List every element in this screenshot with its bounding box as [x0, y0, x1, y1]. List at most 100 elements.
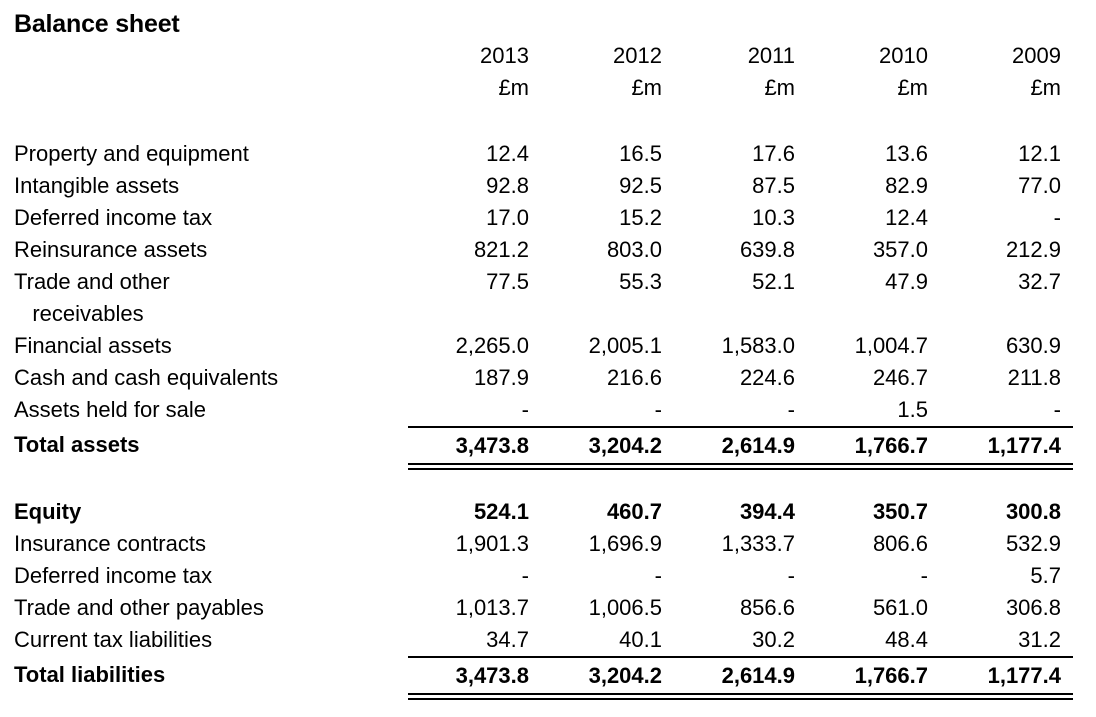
- total-label: Total assets: [14, 432, 140, 457]
- cell-value: 1,901.3: [455, 531, 529, 556]
- row-label: Current tax liabilities: [14, 627, 213, 652]
- cell-value: -: [787, 563, 795, 588]
- cell-value: 821.2: [473, 237, 529, 262]
- cell-value: 77.5: [486, 269, 529, 294]
- cell-value: 1,583.0: [721, 333, 795, 358]
- cell-value: 357.0: [872, 237, 928, 262]
- cell-value: 394.4: [739, 499, 795, 524]
- year-header: 2012: [613, 43, 662, 68]
- cell-value: -: [521, 563, 529, 588]
- cell-value: 17.6: [752, 141, 795, 166]
- cell-value: 212.9: [1005, 237, 1061, 262]
- table-body: Property and equipment 12.4 16.5 17.6 13.6 12…: [14, 104, 1073, 700]
- total-value: 3,473.8: [408, 656, 541, 700]
- row-label: Equity: [14, 499, 82, 524]
- cell-value: 300.8: [1005, 499, 1061, 524]
- cell-value: 34.7: [486, 627, 529, 652]
- cell-value: 92.8: [486, 173, 529, 198]
- row-label: Cash and cash equivalents: [14, 365, 279, 390]
- cell-value: 31.2: [1018, 627, 1061, 652]
- cell-value: 12.1: [1018, 141, 1061, 166]
- cell-value: 561.0: [872, 595, 928, 620]
- cell-value: 532.9: [1005, 531, 1061, 556]
- cell-value: -: [654, 563, 662, 588]
- total-label: Total liabilities: [14, 662, 166, 687]
- cell-value: 1,696.9: [588, 531, 662, 556]
- total-value: 2,614.9: [674, 426, 807, 470]
- cell-value: 2,005.1: [588, 333, 662, 358]
- cell-value: 187.9: [473, 365, 529, 390]
- cell-value: -: [1053, 205, 1061, 230]
- cell-value: 630.9: [1005, 333, 1061, 358]
- total-value: 3,473.8: [408, 426, 541, 470]
- year-header: 2013: [480, 43, 529, 68]
- total-value: 3,204.2: [541, 656, 674, 700]
- unit-header-row: £m £m £m £m £m: [14, 72, 1073, 104]
- cell-value: 77.0: [1018, 173, 1061, 198]
- cell-value: 10.3: [752, 205, 795, 230]
- cell-value: 806.6: [872, 531, 928, 556]
- year-header: 2010: [879, 43, 928, 68]
- unit-header: £m: [764, 75, 795, 100]
- cell-value: 13.6: [885, 141, 928, 166]
- total-value: 2,614.9: [674, 656, 807, 700]
- row-label: Property and equipment: [14, 141, 249, 166]
- cell-value: 2,265.0: [455, 333, 529, 358]
- table-row: Reinsurance assets 821.2 803.0 639.8 357.0 21…: [14, 234, 1073, 266]
- cell-value: 216.6: [606, 365, 662, 390]
- total-value: 1,177.4: [940, 656, 1073, 700]
- spacer-row: [14, 467, 1073, 497]
- cell-value: 92.5: [619, 173, 662, 198]
- cell-value: 224.6: [739, 365, 795, 390]
- row-label: Insurance contracts: [14, 531, 206, 556]
- cell-value: 16.5: [619, 141, 662, 166]
- cell-value: 30.2: [752, 627, 795, 652]
- row-label: Trade and other payables: [14, 595, 264, 620]
- cell-value: -: [787, 397, 795, 422]
- header-spacer-cell: [14, 72, 408, 104]
- cell-value: 55.3: [619, 269, 662, 294]
- cell-value: 12.4: [885, 205, 928, 230]
- cell-value: 40.1: [619, 627, 662, 652]
- cell-value: 524.1: [473, 499, 529, 524]
- table-row: Insurance contracts 1,901.3 1,696.9 1,333.7…: [14, 528, 1073, 560]
- row-label: Trade and other receivables: [14, 269, 170, 326]
- cell-value: 52.1: [752, 269, 795, 294]
- cell-value: 460.7: [606, 499, 662, 524]
- cell-value: 12.4: [486, 141, 529, 166]
- cell-value: 211.8: [1007, 365, 1061, 390]
- unit-header: £m: [631, 75, 662, 100]
- table-row: Deferred income tax - - - - 5.7: [14, 560, 1073, 592]
- year-header: 2009: [1012, 43, 1061, 68]
- cell-value: 1,333.7: [721, 531, 795, 556]
- table-row: Trade and other receivables 77.5 55.3 52.1 4…: [14, 266, 1073, 330]
- cell-value: 82.9: [885, 173, 928, 198]
- table-row: Cash and cash equivalents 187.9 216.6 224.6…: [14, 362, 1073, 394]
- cell-value: 1,004.7: [854, 333, 928, 358]
- cell-value: 32.7: [1018, 269, 1061, 294]
- table-row: Equity 524.1 460.7 394.4 350.7 300.8: [14, 496, 1073, 528]
- total-row: Total assets 3,473.8 3,204.2 2,614.9 1,766.7…: [14, 426, 1073, 470]
- cell-value: 1,013.7: [455, 595, 529, 620]
- page-title: Balance sheet: [14, 10, 180, 38]
- spacer-cell: [14, 467, 1073, 497]
- total-value: 1,766.7: [807, 656, 940, 700]
- document-page: Balance sheet 2013 2012 2011 2010 2009 £m £m £m…: [14, 10, 1073, 700]
- spacer-row: [14, 104, 1073, 138]
- row-label: Deferred income tax: [14, 205, 213, 230]
- table-row: Property and equipment 12.4 16.5 17.6 13.6 12…: [14, 138, 1073, 170]
- unit-header: £m: [897, 75, 928, 100]
- table-row: Financial assets 2,265.0 2,005.1 1,583.0 1,0…: [14, 330, 1073, 362]
- cell-value: 1.5: [897, 397, 928, 422]
- cell-value: 856.6: [739, 595, 795, 620]
- table-row: Deferred income tax 17.0 15.2 10.3 12.4 -: [14, 202, 1073, 234]
- row-label: Assets held for sale: [14, 397, 206, 422]
- table-row: Current tax liabilities 34.7 40.1 30.2 48.4 3…: [14, 624, 1073, 657]
- cell-value: 803.0: [606, 237, 662, 262]
- cell-value: -: [521, 397, 529, 422]
- table-row: Intangible assets 92.8 92.5 87.5 82.9 77.0: [14, 170, 1073, 202]
- cell-value: 306.8: [1005, 595, 1061, 620]
- total-row: Total liabilities 3,473.8 3,204.2 2,614.9 1,…: [14, 656, 1073, 700]
- cell-value: 246.7: [872, 365, 928, 390]
- cell-value: -: [654, 397, 662, 422]
